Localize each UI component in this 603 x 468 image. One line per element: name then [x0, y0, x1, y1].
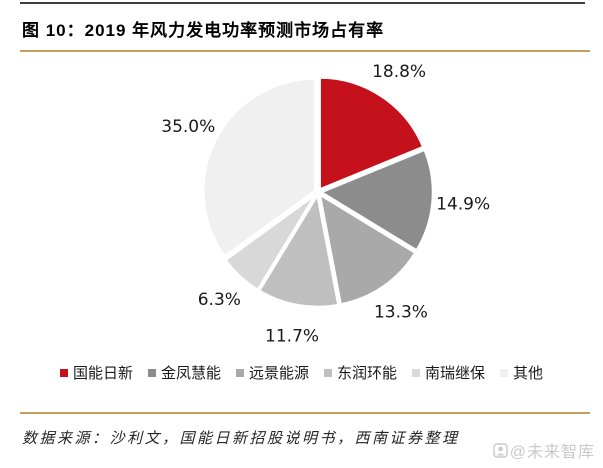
- watermark: @未来智库: [493, 438, 595, 462]
- watermark-logo-icon: [493, 442, 508, 458]
- watermark-text: @未来智库: [509, 444, 595, 461]
- legend-label: 金凤慧能: [160, 366, 221, 382]
- chart-legend: 国能日新 金凤慧能 远景能源 东润环能 南瑞继保 其他: [0, 362, 603, 383]
- footer-divider: [20, 412, 590, 414]
- pie-slice-远景能源: [318, 193, 417, 306]
- legend-item-东润环能: 东润环能: [324, 362, 397, 383]
- legend-label: 其他: [513, 366, 544, 382]
- pie-slice-金凤慧能: [319, 148, 435, 252]
- legend-label: 国能日新: [72, 366, 133, 382]
- legend-item-远景能源: 远景能源: [235, 362, 309, 383]
- legend-item-其他: 其他: [500, 362, 543, 383]
- legend-marker-icon: [147, 368, 156, 377]
- figure-title: 图 10：2019 年风力发电功率预测市场占有率: [22, 21, 385, 40]
- legend-item-南瑞继保: 南瑞继保: [412, 362, 485, 383]
- pie-chart: 18.8% 14.9% 13.3% 11.7% 6.3% 35.0%: [161, 62, 490, 346]
- title-divider: [20, 50, 590, 52]
- legend-label: 东润环能: [337, 366, 398, 382]
- slice-label-其他: 35.0%: [161, 117, 215, 137]
- top-rule: [20, 2, 585, 4]
- legend-marker-icon: [324, 368, 332, 377]
- legend-label: 南瑞继保: [425, 366, 486, 382]
- slice-label-国能日新: 18.8%: [372, 62, 426, 82]
- legend-marker-icon: [235, 368, 244, 377]
- slice-label-东润环能: 11.7%: [265, 326, 319, 346]
- slice-label-远景能源: 13.3%: [374, 303, 428, 323]
- legend-label: 远景能源: [248, 366, 309, 382]
- legend-item-金凤慧能: 金凤慧能: [147, 362, 221, 383]
- pie-slice-其他: [202, 77, 317, 258]
- legend-marker-icon: [500, 368, 509, 377]
- legend-item-国能日新: 国能日新: [59, 362, 133, 383]
- pie-slice-南瑞继保: [224, 192, 318, 292]
- legend-marker-icon: [412, 368, 421, 377]
- pie-slice-东润环能: [257, 193, 340, 309]
- slice-label-南瑞继保: 6.3%: [198, 290, 241, 310]
- source-note: 数据来源：沙利文，国能日新招股说明书，西南证券整理: [22, 431, 460, 447]
- pie-slice-国能日新: [318, 76, 425, 191]
- slice-label-金凤慧能: 14.9%: [436, 194, 490, 214]
- legend-marker-icon: [59, 368, 68, 377]
